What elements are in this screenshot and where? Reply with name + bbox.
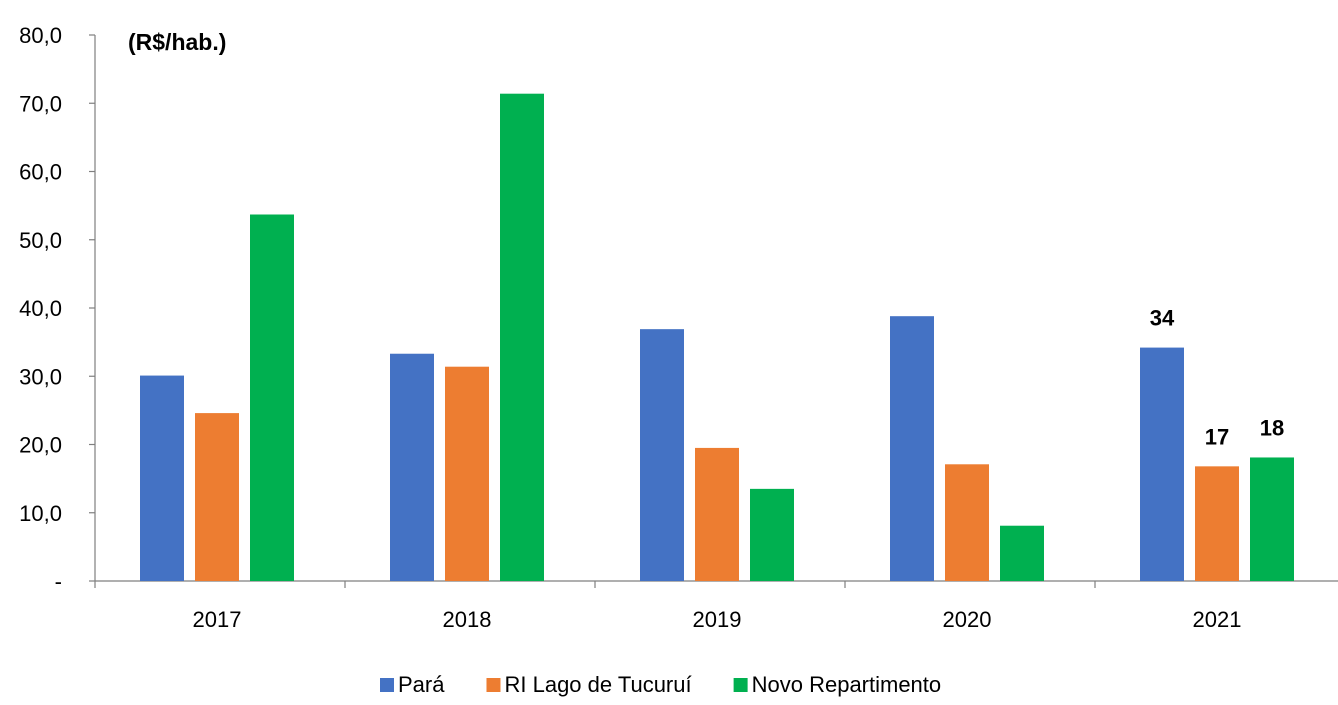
legend-swatch bbox=[733, 678, 748, 692]
x-tick-label: 2019 bbox=[693, 607, 742, 632]
x-tick-label: 2018 bbox=[443, 607, 492, 632]
x-tick-label: 2020 bbox=[943, 607, 992, 632]
bar bbox=[500, 93, 544, 581]
legend: Pará RI Lago de Tucuruí Novo Repartimento bbox=[380, 672, 941, 697]
bar bbox=[195, 413, 239, 581]
legend-swatch bbox=[380, 678, 394, 692]
y-tick-label: - bbox=[55, 569, 62, 594]
bar bbox=[445, 366, 489, 581]
bar bbox=[1195, 466, 1239, 581]
data-label: 18 bbox=[1260, 415, 1284, 440]
data-label: 17 bbox=[1205, 424, 1229, 449]
x-tick-label: 2021 bbox=[1193, 607, 1242, 632]
y-tick-label: 70,0 bbox=[19, 91, 62, 116]
legend-label: RI Lago de Tucuruí bbox=[504, 672, 691, 697]
bar bbox=[1250, 457, 1294, 581]
bar bbox=[945, 464, 989, 581]
bar bbox=[890, 316, 934, 581]
y-tick-label: 30,0 bbox=[19, 364, 62, 389]
bar bbox=[750, 488, 794, 581]
x-tick-label: 2017 bbox=[193, 607, 242, 632]
legend-swatch bbox=[486, 678, 501, 692]
legend-label: Pará bbox=[398, 672, 445, 697]
data-labels: 34 17 18 bbox=[1150, 306, 1284, 450]
bar bbox=[1000, 525, 1044, 581]
bar bbox=[640, 329, 684, 581]
bar bbox=[1140, 347, 1184, 581]
y-tick-label: 40,0 bbox=[19, 296, 62, 321]
bars bbox=[140, 93, 1294, 581]
y-tick-label: 20,0 bbox=[19, 433, 62, 458]
y-tick-label: 10,0 bbox=[19, 501, 62, 526]
y-tick-label: 80,0 bbox=[19, 23, 62, 48]
unit-label: (R$/hab.) bbox=[128, 29, 226, 55]
bar bbox=[140, 375, 184, 581]
legend-label: Novo Repartimento bbox=[752, 672, 942, 697]
bar bbox=[390, 353, 434, 581]
y-tick-label: 60,0 bbox=[19, 160, 62, 185]
bar bbox=[695, 447, 739, 581]
bar bbox=[250, 214, 294, 581]
y-tick-label: 50,0 bbox=[19, 228, 62, 253]
data-label: 34 bbox=[1150, 306, 1175, 331]
x-axis: 2017 2018 2019 2020 2021 bbox=[94, 580, 1338, 632]
y-axis: - 10,0 20,0 30,0 40,0 50,0 60,0 70,0 80,0 bbox=[19, 23, 96, 594]
